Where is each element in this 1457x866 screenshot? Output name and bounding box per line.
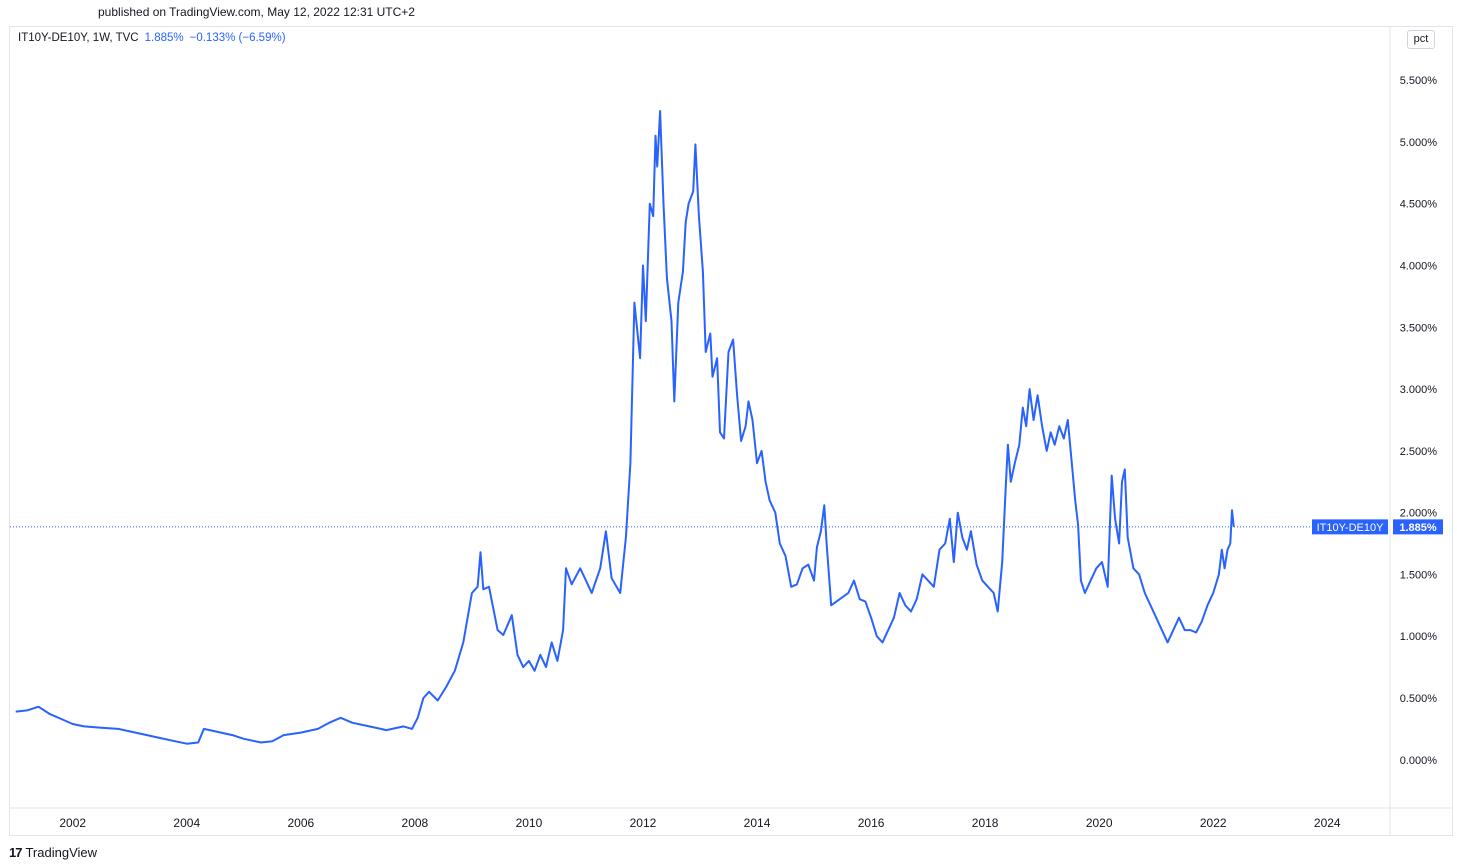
y-tick-label: 5.500% [1400, 75, 1438, 87]
y-tick-label: 3.000% [1400, 384, 1438, 396]
y-tick-label: 1.000% [1400, 631, 1438, 643]
legend-change: −0.133% (−6.59%) [189, 32, 286, 44]
last-value-label-bg [1393, 519, 1443, 535]
unit-button[interactable]: pct [1407, 30, 1435, 49]
y-tick-label: 0.000% [1400, 755, 1438, 767]
y-tick-label: 2.000% [1400, 508, 1438, 520]
y-tick-label: 2.500% [1400, 446, 1438, 458]
x-tick-label: 2002 [59, 816, 86, 830]
x-tick-label: 2006 [287, 816, 314, 830]
legend-value: 1.885% [144, 32, 184, 44]
x-tick-label: 2022 [1200, 816, 1227, 830]
y-tick-label: 4.000% [1400, 261, 1438, 273]
x-tick-label: 2014 [744, 816, 771, 830]
x-tick-label: 2004 [173, 816, 200, 830]
symbol-legend[interactable]: IT10Y-DE10Y, 1W, TVC 1.885% −0.133% (−6.59… [18, 32, 286, 44]
x-tick-label: 2016 [858, 816, 885, 830]
series-name-label-bg [1312, 519, 1388, 535]
footer-brand[interactable]: 17 TradingView [9, 845, 97, 860]
last-value-label: 1.885% [1399, 522, 1437, 534]
footer-brand-label: TradingView [25, 845, 98, 860]
published-note: published on TradingView.com, May 12, 20… [98, 5, 415, 19]
legend-symbol: IT10Y-DE10Y, 1W, TVC [18, 32, 139, 44]
tradingview-logo-icon: 17 [9, 845, 23, 860]
y-tick-label: 4.500% [1400, 199, 1438, 211]
x-tick-label: 2020 [1086, 816, 1113, 830]
y-tick-label: 5.000% [1400, 137, 1438, 149]
series-line-0[interactable] [15, 110, 1235, 745]
x-tick-label: 2010 [516, 816, 543, 830]
y-tick-label: 1.500% [1400, 569, 1438, 581]
x-tick-label: 2008 [402, 816, 429, 830]
x-tick-label: 2018 [972, 816, 999, 830]
x-tick-label: 2024 [1314, 816, 1341, 830]
series-name-label: IT10Y-DE10Y [1317, 522, 1385, 534]
y-tick-label: 3.500% [1400, 322, 1438, 334]
x-tick-label: 2012 [630, 816, 657, 830]
chart-frame [9, 26, 1453, 836]
y-tick-label: 0.500% [1400, 693, 1438, 705]
